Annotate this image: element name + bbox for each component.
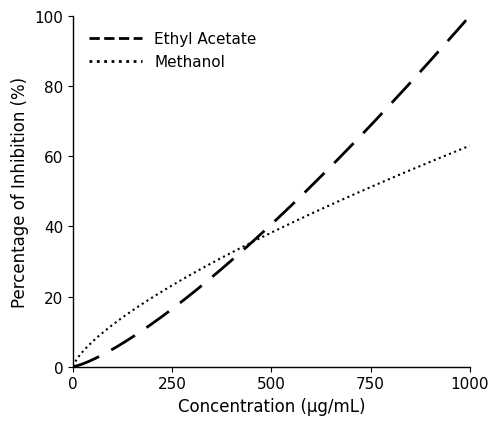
Methanol xyxy=(222,254,228,259)
Ethyl Acetate xyxy=(308,184,314,190)
Methanol xyxy=(328,203,334,208)
Ethyl Acetate xyxy=(466,14,472,20)
Legend: Ethyl Acetate, Methanol: Ethyl Acetate, Methanol xyxy=(81,25,264,78)
Methanol xyxy=(70,364,76,369)
Y-axis label: Percentage of Inhibition (%): Percentage of Inhibition (%) xyxy=(11,77,29,307)
Ethyl Acetate xyxy=(366,125,372,130)
Ethyl Acetate xyxy=(70,364,76,369)
Line: Methanol: Methanol xyxy=(74,147,469,367)
Methanol xyxy=(396,173,402,178)
Methanol xyxy=(366,186,372,191)
Methanol xyxy=(466,144,472,149)
Ethyl Acetate xyxy=(142,326,148,331)
Ethyl Acetate xyxy=(328,164,334,170)
Methanol xyxy=(308,212,314,217)
Ethyl Acetate xyxy=(396,93,402,98)
Ethyl Acetate xyxy=(222,264,228,269)
X-axis label: Concentration (µg/mL): Concentration (µg/mL) xyxy=(178,397,365,415)
Line: Ethyl Acetate: Ethyl Acetate xyxy=(74,17,469,367)
Methanol xyxy=(142,299,148,305)
